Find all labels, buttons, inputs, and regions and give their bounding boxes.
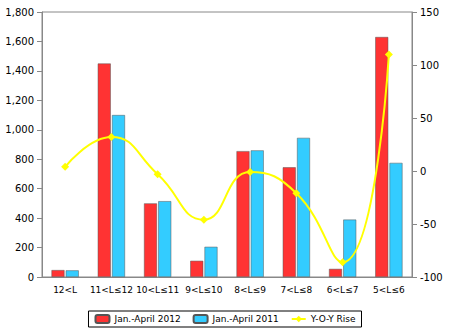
svg-text:Jan.-April 2011: Jan.-April 2011 bbox=[212, 314, 279, 324]
svg-text:0: 0 bbox=[420, 166, 426, 177]
svg-text:10<L≤11: 10<L≤11 bbox=[136, 285, 179, 295]
svg-text:12<L: 12<L bbox=[53, 285, 77, 295]
svg-text:1,200: 1,200 bbox=[5, 95, 34, 106]
svg-text:9<L≤10: 9<L≤10 bbox=[185, 285, 223, 295]
svg-text:7<L≤8: 7<L≤8 bbox=[281, 285, 313, 295]
svg-text:6<L≤7: 6<L≤7 bbox=[327, 285, 359, 295]
svg-text:Jan.-April 2012: Jan.-April 2012 bbox=[113, 314, 180, 324]
svg-text:11<L≤12: 11<L≤12 bbox=[90, 285, 133, 295]
svg-text:200: 200 bbox=[15, 242, 34, 253]
svg-text:8<L≤9: 8<L≤9 bbox=[234, 285, 266, 295]
svg-text:50: 50 bbox=[420, 113, 433, 124]
svg-text:1,400: 1,400 bbox=[5, 65, 34, 76]
svg-text:150: 150 bbox=[420, 7, 439, 18]
svg-text:1,600: 1,600 bbox=[5, 36, 34, 47]
svg-text:1,000: 1,000 bbox=[5, 124, 34, 135]
svg-text:600: 600 bbox=[15, 183, 34, 194]
svg-text:Y-O-Y Rise: Y-O-Y Rise bbox=[310, 314, 356, 324]
svg-text:400: 400 bbox=[15, 213, 34, 224]
svg-text:5<L≤6: 5<L≤6 bbox=[373, 285, 405, 295]
svg-text:-100: -100 bbox=[420, 272, 443, 283]
svg-text:100: 100 bbox=[420, 60, 439, 71]
svg-text:800: 800 bbox=[15, 154, 34, 165]
svg-text:-50: -50 bbox=[420, 219, 436, 230]
svg-text:1,800: 1,800 bbox=[5, 7, 34, 18]
svg-text:0: 0 bbox=[28, 272, 34, 283]
